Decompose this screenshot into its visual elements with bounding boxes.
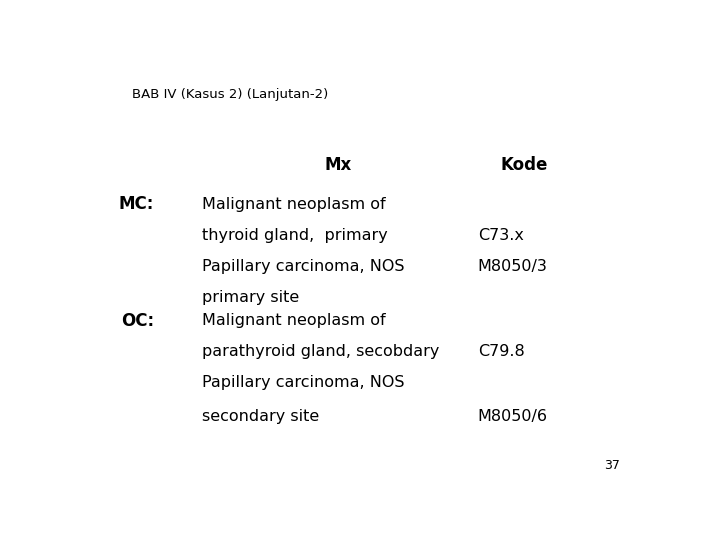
- Text: Malignant neoplasm of: Malignant neoplasm of: [202, 197, 385, 212]
- Text: Papillary carcinoma, NOS: Papillary carcinoma, NOS: [202, 259, 404, 274]
- Text: C73.x: C73.x: [478, 228, 523, 243]
- Text: secondary site: secondary site: [202, 409, 319, 424]
- Text: M8050/3: M8050/3: [478, 259, 548, 274]
- Text: M8050/6: M8050/6: [478, 409, 548, 424]
- Text: BAB IV (Kasus 2) (Lanjutan-2): BAB IV (Kasus 2) (Lanjutan-2): [132, 87, 328, 100]
- Text: parathyroid gland, secobdary: parathyroid gland, secobdary: [202, 344, 439, 359]
- Text: Mx: Mx: [325, 156, 352, 173]
- Text: MC:: MC:: [119, 195, 154, 213]
- Text: thyroid gland,  primary: thyroid gland, primary: [202, 228, 387, 243]
- Text: 37: 37: [604, 460, 620, 472]
- Text: Malignant neoplasm of: Malignant neoplasm of: [202, 313, 385, 328]
- Text: OC:: OC:: [121, 312, 154, 329]
- Text: primary site: primary site: [202, 290, 299, 305]
- Text: C79.8: C79.8: [478, 344, 525, 359]
- Text: Kode: Kode: [500, 156, 547, 173]
- Text: Papillary carcinoma, NOS: Papillary carcinoma, NOS: [202, 375, 404, 390]
